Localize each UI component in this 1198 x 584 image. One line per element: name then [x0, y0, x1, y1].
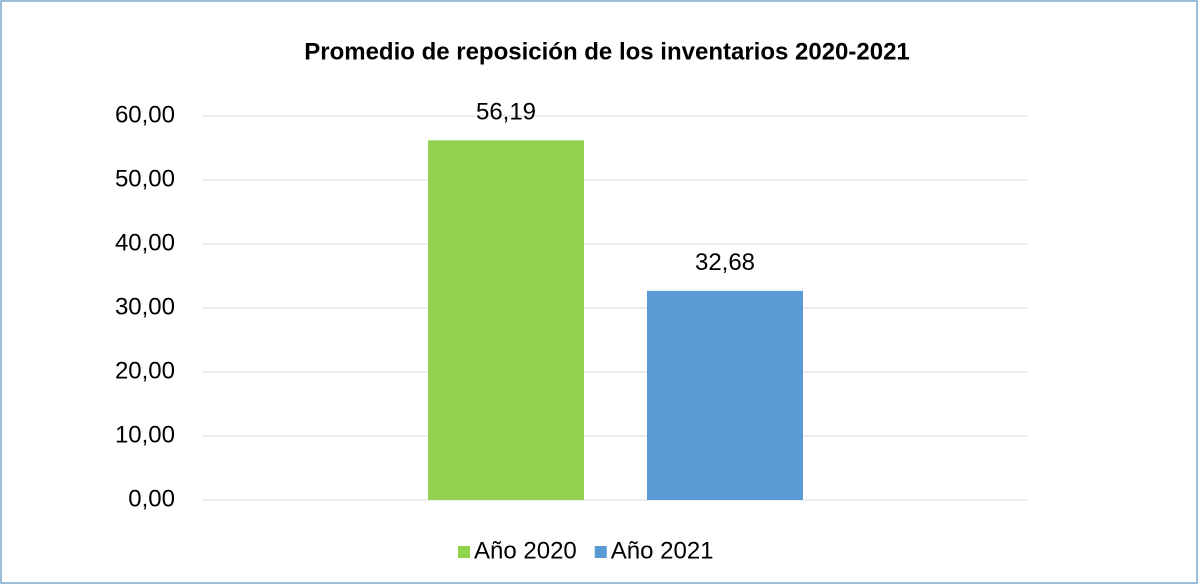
y-tick-label: 0,00 — [128, 485, 175, 512]
data-label: 32,68 — [695, 249, 755, 276]
chart-title: Promedio de reposición de los inventario… — [304, 38, 910, 65]
legend-label: Año 2021 — [611, 537, 714, 564]
legend-label: Año 2020 — [474, 537, 577, 564]
y-tick-label: 10,00 — [115, 421, 175, 448]
data-label: 56,19 — [476, 99, 536, 126]
y-tick-label: 40,00 — [115, 229, 175, 256]
bar — [428, 140, 584, 500]
legend-swatch — [594, 546, 607, 558]
bar — [647, 290, 803, 500]
legend-swatch — [458, 546, 470, 558]
y-tick-label: 60,00 — [115, 101, 175, 128]
y-tick-label: 50,00 — [115, 165, 175, 192]
y-tick-label: 20,00 — [115, 357, 175, 384]
y-tick-label: 30,00 — [115, 293, 175, 320]
